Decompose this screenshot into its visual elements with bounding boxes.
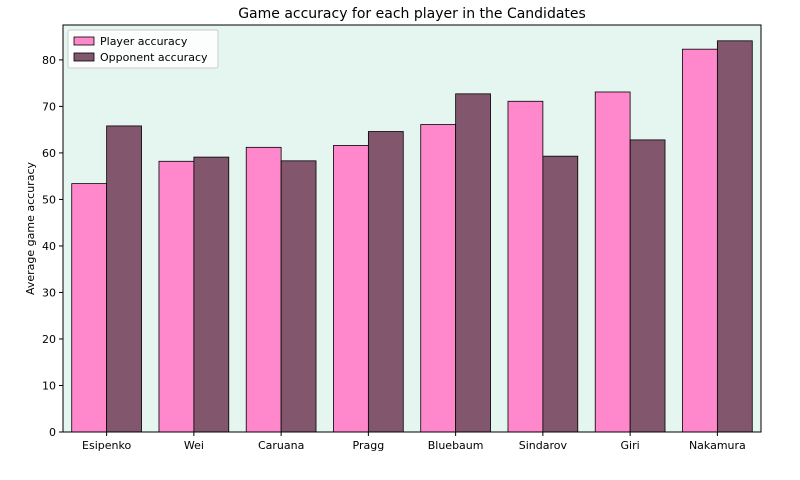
bar-opponent-esipenko [106, 125, 142, 433]
bar-player-wei [158, 160, 195, 433]
y-tick-label: 80 [42, 54, 56, 67]
y-tick-label: 50 [42, 193, 56, 206]
bar-opponent-wei [193, 156, 230, 433]
x-tick-label: Bluebaum [428, 439, 484, 452]
x-tick-label: Wei [184, 439, 204, 452]
x-tick-label: Giri [621, 439, 640, 452]
legend-label-player: Player accuracy [100, 35, 188, 48]
bar-player-caruana [245, 146, 282, 433]
x-tick-label: Pragg [353, 439, 385, 452]
bar-player-sindarov [507, 100, 544, 433]
legend: Player accuracy Opponent accuracy [67, 29, 219, 69]
chart-title: Game accuracy for each player in the Can… [238, 6, 586, 22]
bar-player-esipenko [71, 183, 108, 433]
y-tick-label: 40 [42, 240, 56, 253]
x-axis: Esipenko Wei Caruana Pragg Bluebaum Sindarov G… [82, 432, 746, 452]
bar-opponent-bluebaum [455, 93, 491, 433]
bar-player-bluebaum [420, 124, 457, 433]
bar-opponent-giri [629, 139, 666, 433]
y-tick-label: 30 [42, 286, 56, 299]
x-tick-label: Caruana [258, 439, 304, 452]
bar-player-pragg [333, 145, 369, 433]
legend-label-opponent: Opponent accuracy [100, 51, 208, 64]
y-axis-label: Average game accuracy [24, 162, 37, 295]
legend-swatch-opponent [73, 52, 95, 62]
y-tick-label: 20 [42, 333, 56, 346]
bars-group [71, 40, 753, 433]
x-tick-label: Nakamura [689, 439, 746, 452]
legend-box [67, 29, 219, 69]
legend-swatch-player [73, 36, 95, 46]
bar-player-nakamura [682, 48, 718, 433]
x-tick-label: Sindarov [519, 439, 568, 452]
y-tick-label: 0 [49, 426, 56, 439]
bar-opponent-nakamura [716, 40, 753, 433]
y-tick-label: 60 [42, 147, 56, 160]
y-tick-label: 70 [42, 100, 56, 113]
bar-player-giri [594, 91, 631, 433]
bar-opponent-caruana [280, 160, 317, 433]
bar-opponent-pragg [367, 131, 404, 433]
x-tick-label: Esipenko [82, 439, 131, 452]
bar-opponent-sindarov [542, 155, 579, 433]
y-axis: 0 10 20 30 40 50 60 70 80 [42, 54, 63, 439]
y-tick-label: 10 [42, 379, 56, 392]
plot-frame [62, 24, 762, 433]
